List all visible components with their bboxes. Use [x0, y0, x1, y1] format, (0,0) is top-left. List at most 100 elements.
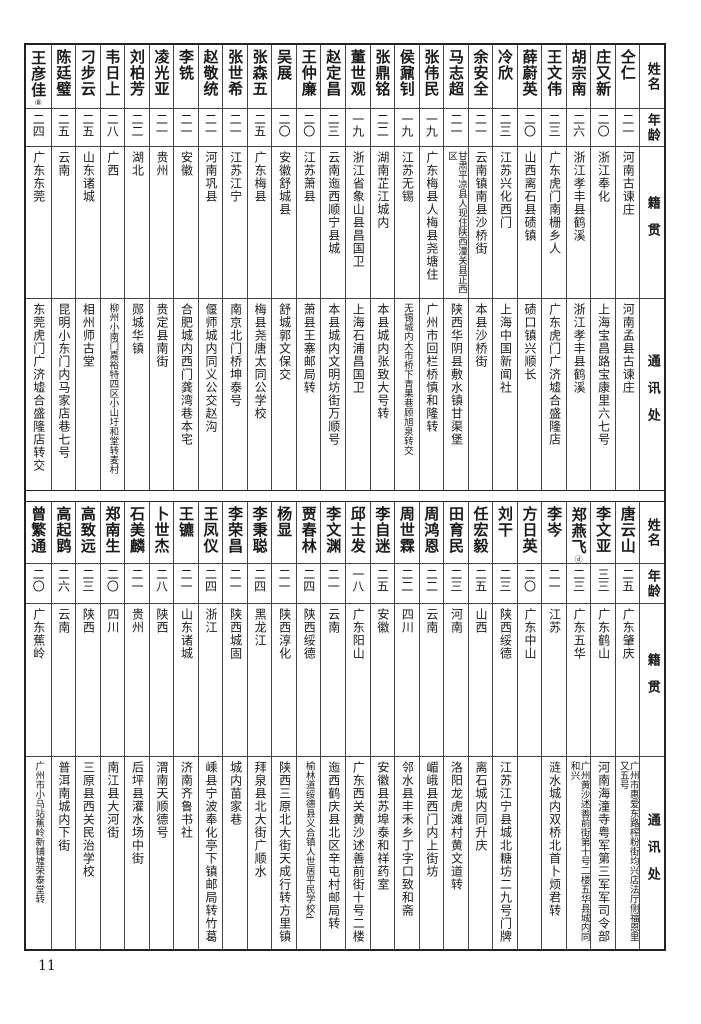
- cell-name: 仝仁: [614, 45, 640, 109]
- native-place-text: 江苏萧县: [302, 151, 317, 203]
- cell-name: 刘干: [492, 502, 517, 564]
- cell-name: 高起鹍: [50, 502, 76, 564]
- cell-name: 李自迷: [369, 502, 395, 564]
- native-place-text: 陕西淳化: [277, 608, 292, 660]
- cell-name: 邱士发: [345, 502, 370, 564]
- cell-age: 一九: [394, 109, 419, 147]
- cell-address: 本县城内张致大号转: [369, 299, 395, 490]
- cell-name: 杨显: [271, 502, 296, 564]
- address-text: 江苏江宁县城北糖坊二九号门牌: [498, 761, 513, 943]
- cell-native-place: 广东阳山: [345, 604, 370, 757]
- native-place-text: 云南镇南县沙桥街: [473, 151, 488, 255]
- cell-name: 吴展: [271, 45, 296, 109]
- age-text: 二五: [252, 113, 267, 137]
- cell-address: 东莞虎门广济墟合盛隆店转交: [26, 299, 51, 490]
- cell-name: 王彦佳 ⑧: [26, 45, 51, 109]
- cell-native-place: 陕西绥德: [492, 604, 517, 757]
- native-place-text: 浙江省象山县昌国卫: [351, 151, 366, 268]
- cell-name: 马志超: [443, 45, 468, 109]
- age-text: 二四: [31, 113, 46, 137]
- cell-native-place: 陕西: [75, 604, 100, 757]
- name-text: 马志超: [446, 49, 465, 97]
- cell-native-place: 四川: [99, 604, 125, 757]
- age-text: 二五: [80, 113, 95, 137]
- cell-name: 冷欣: [492, 45, 517, 109]
- cell-address: 榆林道绥德县义合镇人世居平民学校d: [295, 757, 321, 949]
- native-place-text: 浙江奉化: [596, 151, 611, 203]
- cell-address: 合肥城内西门龚湾巷本宅: [173, 299, 198, 490]
- age-text: 二〇: [522, 113, 537, 137]
- cell-name: 郑南生: [99, 502, 125, 564]
- address-text: 嵊县宁波奉化亭下镇邮局转竹葛: [204, 761, 219, 943]
- cell-address: 柳州小南门嘉裕特四区小山圩和堂转麦村: [99, 299, 125, 490]
- cell-age: 二五: [50, 109, 76, 147]
- cell-age: 二六: [50, 564, 76, 604]
- header-name: 姓名: [639, 45, 664, 109]
- address-text: 广州市惠爱东路榨粉街均兴店法厅侧福恩里又五号: [617, 761, 639, 942]
- cell-age: 二〇: [516, 109, 542, 147]
- cell-age: 三三: [590, 564, 615, 604]
- address-text: 拜泉县北大街广顺水: [253, 761, 268, 878]
- cell-address: 三原县西关民治学校: [75, 757, 100, 949]
- cell-age: 二〇: [295, 109, 321, 147]
- age-text: 二一: [547, 568, 562, 592]
- age-text: 二三: [547, 113, 562, 137]
- address-text: 昆明小东门内马家店巷七号: [56, 303, 71, 459]
- address-text: 南京北门桥坤泰号: [228, 303, 243, 407]
- cell-name: 余安全: [467, 45, 493, 109]
- cell-age: 二五: [246, 109, 272, 147]
- cell-age: 二二: [369, 109, 395, 147]
- name-text: 李自迷: [373, 506, 392, 554]
- age-text: 二一: [326, 568, 341, 592]
- age-text: 二二: [375, 113, 390, 137]
- cell-address: 本县沙桥街: [467, 299, 493, 490]
- name-text: 薛蔚英: [520, 49, 539, 97]
- cell-name: 曾繁通: [26, 502, 51, 564]
- cell-age: 二四: [197, 564, 223, 604]
- age-text: 二五: [375, 568, 390, 592]
- native-place-text: 广西: [105, 151, 120, 177]
- cell-age: 二一: [148, 109, 174, 147]
- native-place-text: 湖北: [130, 151, 145, 177]
- footnote-marker: ⓓ: [574, 554, 584, 563]
- cell-address: 河南海潼寺粤军第三军军司令部: [590, 757, 615, 949]
- name-text: 张鼎铭: [373, 49, 392, 97]
- native-place-text: 广东鹤山: [596, 608, 611, 660]
- name-text: 仝仁: [618, 49, 637, 81]
- name-text: 张世希: [226, 49, 245, 97]
- cell-name: 任宏毅: [467, 502, 493, 564]
- name-text: 周世霖: [397, 506, 416, 554]
- address-text: 郧城华镇: [130, 303, 145, 355]
- cell-native-place: 江苏萧县: [295, 147, 321, 299]
- age-text: 二〇: [31, 568, 46, 592]
- age-text: 二四: [301, 568, 316, 592]
- cell-age: 二三: [492, 564, 517, 604]
- cell-age: 二四: [295, 564, 321, 604]
- native-place-text: 陕西: [154, 608, 169, 634]
- cell-age: 二三: [75, 564, 100, 604]
- cell-name: 赵敬统: [197, 45, 223, 109]
- address-text: 偃师城内同义公交赵沟: [204, 303, 219, 433]
- name-text: 高致远: [78, 506, 97, 554]
- cell-native-place: 云南: [50, 147, 76, 299]
- cell-address: 偃师城内同义公交赵沟: [197, 299, 223, 490]
- cell-address: 广州市小马站蕉岭新铺墟荣泰堂转: [26, 757, 51, 949]
- cell-native-place: 浙江孝丰县鹤溪: [565, 147, 591, 299]
- header-native-place: 籍贯: [639, 147, 664, 299]
- cell-native-place: 江苏无锡: [394, 147, 419, 299]
- cell-address: 相州师古堂: [75, 299, 100, 490]
- cell-name: 胡宗南: [565, 45, 591, 109]
- cell-address: 碛口镇兴顺长: [516, 299, 542, 490]
- address-text: 迤西鹤庆县北区辛屯村邮局转: [326, 761, 341, 930]
- cell-address: 广东虎门广济墟合盛隆店: [541, 299, 566, 490]
- cell-native-place: 安徽: [369, 604, 395, 757]
- address-text: 上海石浦昌国卫: [351, 303, 366, 394]
- age-text: 二一: [620, 113, 635, 137]
- header-label: 通讯处: [644, 354, 660, 435]
- cell-name: 张森五: [246, 45, 272, 109]
- cell-age: 二〇: [99, 564, 125, 604]
- cell-age: 二五: [75, 109, 100, 147]
- address-text: 邻水县丰禾乡丁字口致和斋: [400, 761, 415, 917]
- native-place-text: 广东东莞: [31, 151, 46, 203]
- name-text: 卜世杰: [152, 506, 171, 554]
